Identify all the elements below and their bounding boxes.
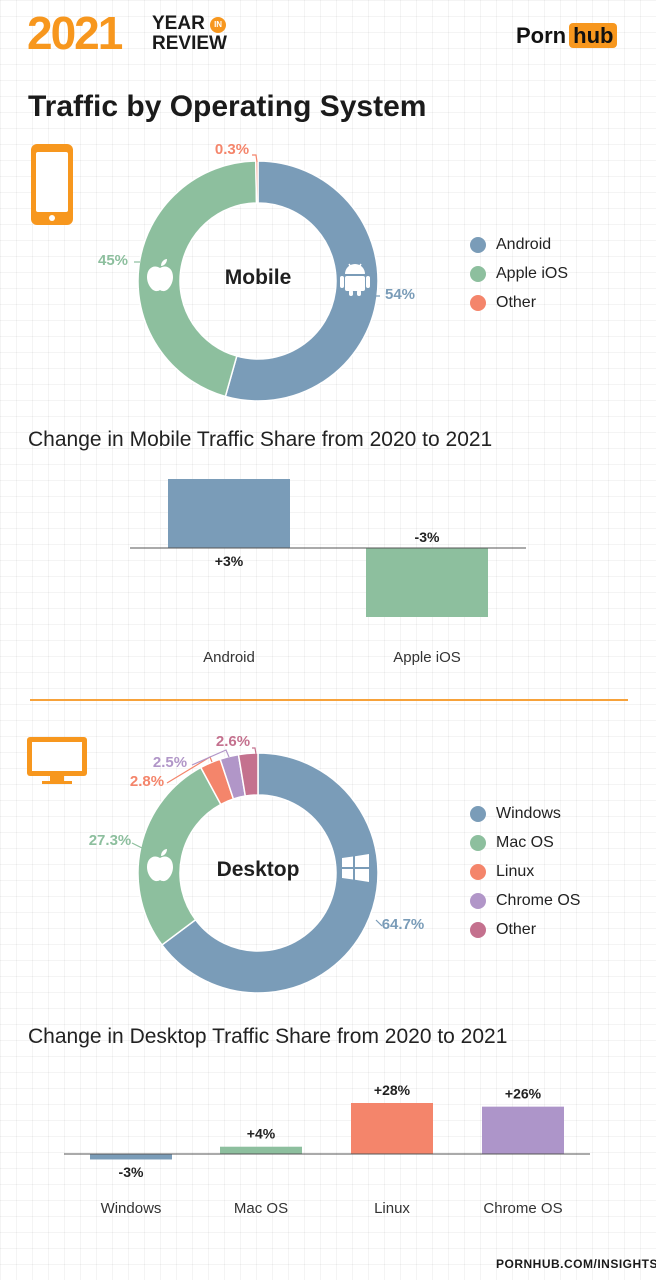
- bar-apple-ios: [366, 548, 488, 617]
- bar-chrome-os: [482, 1106, 564, 1154]
- legend-item-mac-os: Mac OS: [470, 828, 580, 857]
- legend-label: Mac OS: [496, 833, 554, 851]
- android-icon: [340, 263, 370, 296]
- legend-swatch: [470, 294, 486, 311]
- apple-icon: [147, 849, 173, 882]
- slice-percent-label: 2.6%: [216, 733, 250, 750]
- legend-label: Other: [496, 293, 537, 311]
- legend-label: Apple iOS: [496, 264, 569, 282]
- desktop-monitor-icon: [27, 737, 87, 784]
- callout-line: [252, 747, 257, 755]
- bar-category-label: Apple iOS: [393, 649, 461, 666]
- legend-swatch: [470, 921, 486, 938]
- legend-swatch: [470, 236, 486, 253]
- legend-label: Android: [496, 235, 552, 253]
- callout-line: [375, 919, 383, 927]
- bar-mac-os: [220, 1146, 302, 1154]
- bar-value-label: +4%: [247, 1126, 276, 1142]
- windows-icon: [342, 854, 369, 882]
- legend-item-android: Android: [470, 230, 568, 259]
- bar-category-label: Chrome OS: [483, 1200, 562, 1217]
- slice-percent-label: 2.8%: [130, 773, 164, 790]
- legend-swatch: [470, 863, 486, 880]
- legend-item-apple-ios: Apple iOS: [470, 259, 568, 288]
- donut-slice-mac-os: [137, 766, 222, 947]
- brand-logo: Porn hub: [516, 22, 618, 50]
- legend-item-other: Other: [470, 288, 568, 317]
- donut-slice-other: [254, 160, 259, 204]
- brand-right: hub: [569, 23, 618, 48]
- footer-url: PORNHUB.COM/INSIGHTS: [496, 1257, 656, 1271]
- donut-slice-android: [224, 160, 379, 402]
- desktop-donut-center-label: Desktop: [216, 858, 300, 881]
- slice-percent-label: 45%: [98, 252, 128, 269]
- legend-swatch: [470, 834, 486, 851]
- bar-category-label: Windows: [101, 1200, 162, 1217]
- slice-percent-label: 54%: [385, 286, 415, 303]
- callout-line: [191, 749, 230, 766]
- slice-percent-label: 27.3%: [89, 832, 132, 849]
- legend-item-linux: Linux: [470, 857, 580, 886]
- legend-swatch: [470, 892, 486, 909]
- mobile-legend: Android Apple iOS Other: [470, 230, 568, 317]
- bar-value-label: +26%: [505, 1086, 542, 1102]
- callout-line: [252, 154, 258, 163]
- donut-slice-apple-ios: [137, 160, 258, 398]
- slice-percent-label: 2.5%: [153, 754, 187, 771]
- legend-swatch: [470, 265, 486, 282]
- slice-percent-label: 64.7%: [382, 916, 425, 933]
- bar-windows: [90, 1154, 172, 1160]
- bar-value-label: -3%: [119, 1164, 144, 1180]
- legend-label: Other: [496, 920, 537, 938]
- legend-label: Linux: [496, 862, 535, 880]
- desktop-change-title: Change in Desktop Traffic Share from 202…: [28, 1025, 508, 1048]
- year-logo: 2021: [27, 7, 123, 59]
- bar-android: [168, 479, 290, 548]
- page-title: Traffic by Operating System: [28, 90, 427, 123]
- bar-category-label: Mac OS: [234, 1200, 288, 1217]
- callout-line: [131, 842, 143, 849]
- bar-linux: [351, 1103, 433, 1154]
- donut-slice-other: [237, 752, 259, 797]
- bar-value-label: +3%: [215, 553, 244, 569]
- legend-item-chrome-os: Chrome OS: [470, 886, 580, 915]
- year-in-review-logo: YEAR IN REVIEW: [152, 14, 227, 54]
- desktop-legend: Windows Mac OS Linux Chrome OS Other: [470, 799, 580, 944]
- legend-swatch: [470, 805, 486, 822]
- apple-icon: [147, 259, 173, 292]
- donut-slice-windows: [160, 752, 379, 994]
- smartphone-icon: [31, 144, 73, 225]
- legend-label: Chrome OS: [496, 891, 581, 909]
- mobile-donut-center-label: Mobile: [224, 266, 292, 289]
- mobile-change-title: Change in Mobile Traffic Share from 2020…: [28, 428, 493, 451]
- bar-value-label: -3%: [415, 529, 440, 545]
- bar-value-label: +28%: [374, 1082, 411, 1098]
- year-text: YEAR: [152, 13, 205, 34]
- legend-item-other: Other: [470, 915, 580, 944]
- bar-category-label: Android: [203, 649, 255, 666]
- review-text: REVIEW: [152, 33, 227, 54]
- brand-left: Porn: [516, 23, 567, 48]
- legend-item-windows: Windows: [470, 799, 580, 828]
- bar-category-label: Linux: [374, 1200, 410, 1217]
- section-divider: [30, 699, 628, 701]
- slice-percent-label: 0.3%: [215, 141, 249, 158]
- legend-label: Windows: [496, 804, 561, 822]
- in-badge: IN: [210, 17, 227, 33]
